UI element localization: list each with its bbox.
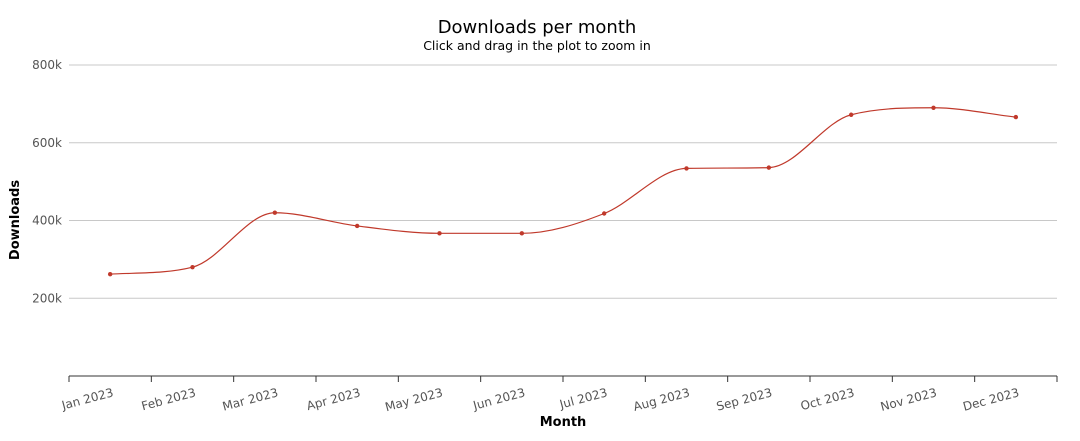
gridlines: [69, 64, 1057, 299]
x-tick-label: Sep 2023: [715, 385, 774, 413]
x-tick-label: Jul 2023: [557, 385, 609, 411]
x-tick-label: Jan 2023: [59, 385, 115, 412]
y-axis-label: Downloads: [8, 180, 23, 260]
y-axis-ticks: 200k 400k 600k 800k: [32, 58, 62, 305]
x-tick-label: Oct 2023: [799, 385, 856, 413]
y-tick-label: 800k: [32, 58, 62, 72]
y-tick-label: 600k: [32, 136, 62, 150]
data-point[interactable]: [1013, 114, 1019, 120]
chart-subtitle: Click and drag in the plot to zoom in: [423, 38, 651, 53]
data-point[interactable]: [931, 105, 936, 110]
series-downloads[interactable]: [107, 105, 1019, 277]
x-tick-label: May 2023: [383, 385, 444, 414]
x-tick-label: Nov 2023: [879, 385, 938, 413]
data-point[interactable]: [766, 165, 772, 170]
x-tick-label: Mar 2023: [221, 385, 280, 413]
y-tick-label: 200k: [32, 291, 62, 305]
data-point[interactable]: [272, 210, 278, 215]
data-point[interactable]: [848, 112, 854, 117]
chart-title: Downloads per month: [438, 17, 637, 38]
x-tick-label: Feb 2023: [140, 385, 197, 413]
data-point[interactable]: [354, 223, 360, 229]
data-point[interactable]: [601, 211, 607, 216]
x-tick-label: Dec 2023: [961, 385, 1020, 413]
data-point[interactable]: [107, 271, 113, 277]
x-axis: Jan 2023 Feb 2023 Mar 2023 Apr 2023 May 2023…: [59, 375, 1058, 414]
x-tick-label: Aug 2023: [632, 385, 691, 413]
y-tick-label: 400k: [32, 214, 62, 228]
data-point[interactable]: [519, 231, 525, 236]
x-tick-label: Apr 2023: [305, 385, 362, 413]
data-point[interactable]: [437, 231, 442, 236]
series-line[interactable]: [110, 107, 1016, 275]
data-point[interactable]: [684, 166, 689, 171]
x-tick-label: Jun 2023: [471, 385, 527, 413]
data-point[interactable]: [190, 264, 195, 270]
x-axis-label: Month: [540, 415, 587, 430]
